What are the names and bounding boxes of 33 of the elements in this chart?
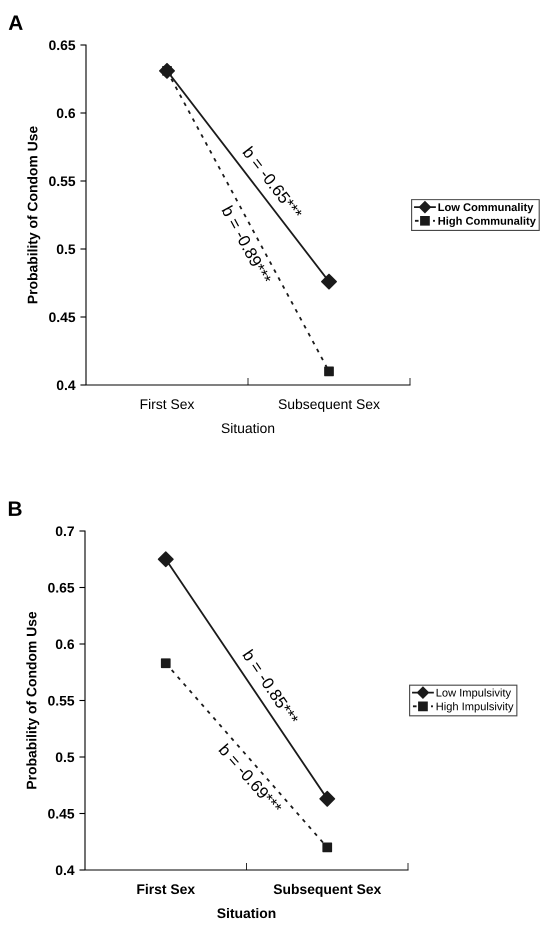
- point: [322, 842, 332, 852]
- point: [160, 658, 171, 668]
- point: [324, 366, 334, 376]
- x-axis-title: Situation: [217, 908, 276, 918]
- y-tick-label: 0.4: [56, 380, 76, 390]
- legend-label: Low Communality: [438, 202, 534, 214]
- legend-label: High Impulsivity: [436, 702, 514, 713]
- y-tick-label: 0.6: [56, 108, 76, 118]
- chart-title: B: [8, 502, 22, 516]
- x-tick-label: First Sex: [137, 884, 195, 894]
- y-tick-label: 0.65: [49, 40, 76, 50]
- chart-title: A: [8, 16, 23, 30]
- legend-label: High Communality: [438, 216, 536, 228]
- y-tick-label: 0.45: [49, 312, 76, 322]
- x-tick-label: First Sex: [140, 398, 194, 410]
- y-tick-label: 0.55: [48, 696, 74, 706]
- point: [321, 274, 337, 290]
- x-tick-label: Subsequent Sex: [278, 398, 380, 412]
- y-tick-label: 0.6: [56, 639, 74, 650]
- y-axis-title: Probability of Condom Use: [27, 126, 40, 304]
- x-axis-title: Situation: [222, 422, 274, 434]
- y-tick-label: 0.55: [49, 176, 76, 186]
- point: [319, 790, 336, 807]
- point: [158, 551, 174, 568]
- y-tick-label: 0.7: [56, 526, 74, 536]
- y-tick-label: 0.4: [56, 865, 75, 876]
- legend-label: Low Impulsivity: [436, 688, 512, 699]
- y-tick-label: 0.5: [56, 244, 76, 254]
- y-axis-title: Probability of Condom Use: [26, 612, 40, 789]
- y-tick-label: 0.45: [48, 808, 74, 819]
- y-tick-label: 0.65: [48, 582, 74, 593]
- x-tick-label: Subsequent Sex: [274, 884, 382, 897]
- y-tick-label: 0.5: [56, 752, 74, 762]
